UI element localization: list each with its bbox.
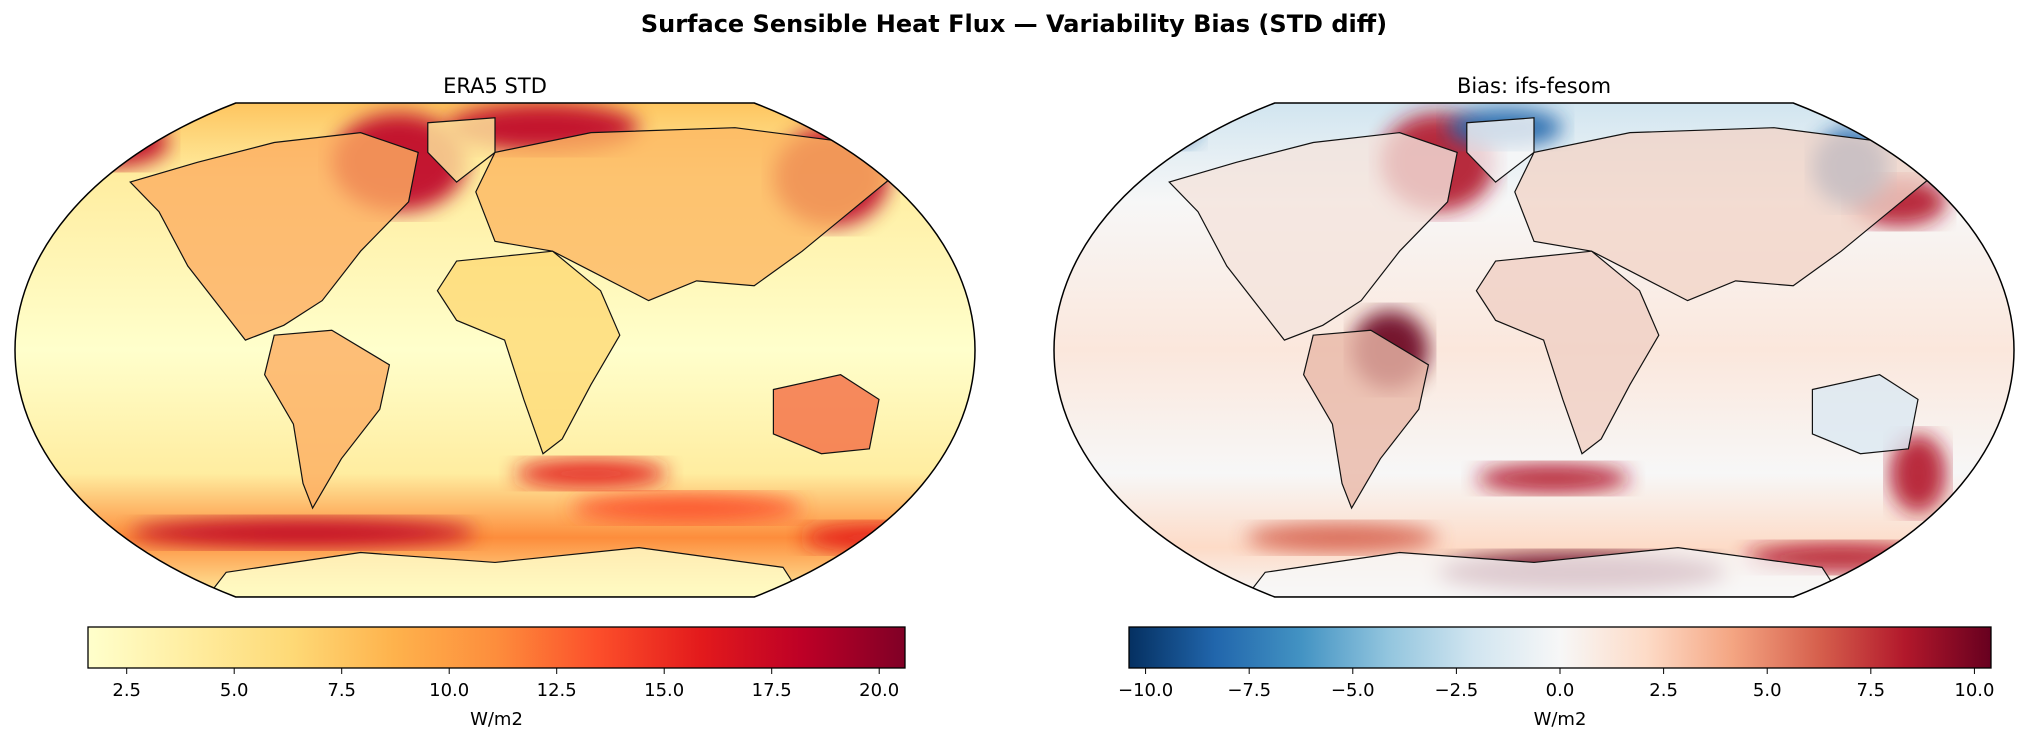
coastline-namerica	[129, 132, 419, 341]
right-panel-title: Bias: ifs-fesom	[1456, 74, 1612, 98]
field-anomaly	[130, 517, 476, 548]
coastline-africa	[436, 250, 621, 455]
coastline-eurasia	[475, 127, 900, 302]
map-boundary	[1053, 102, 2015, 598]
colorbar-1: −10.0 −7.5 −5.0 −2.5 0.0 2.5 5.0 7.5 10.0 W/m2	[1118, 626, 1994, 730]
coastline-africa	[1475, 250, 1660, 455]
coastline-samerica	[263, 329, 391, 510]
map-boundary	[14, 102, 976, 598]
field-anomaly	[514, 458, 668, 489]
colorbar-label: W/m2	[1534, 709, 1587, 730]
coastline-greenland	[1466, 117, 1535, 183]
colorbar-tick-label: 2.5	[1649, 680, 1678, 701]
coastline-samerica	[1302, 329, 1430, 510]
colorbar-tick-label: 5.0	[1753, 680, 1782, 701]
coastline-namerica	[1168, 132, 1458, 341]
map-panel-1	[1053, 102, 2015, 598]
colorbar-gradient	[1128, 626, 1992, 669]
map-panel-0	[14, 102, 976, 598]
left-panel-title: ERA5 STD	[443, 74, 547, 98]
colorbar-tick-label: 10.0	[429, 680, 469, 701]
colorbar-tick-label: −2.5	[1435, 680, 1479, 701]
colorbar-tick-label: 7.5	[1856, 680, 1885, 701]
colorbar-0: 2.5 5.0 7.5 10.0 12.5 15.0 17.5 20.0 W/m2	[87, 626, 906, 730]
coastline-australia	[772, 374, 880, 455]
colorbar-tick-label: 7.5	[327, 680, 356, 701]
field-anomaly	[1889, 433, 1947, 514]
colorbar-tick-label: 0.0	[1546, 680, 1575, 701]
colorbar-tick-label: −10.0	[1118, 680, 1173, 701]
colorbar-tick-label: −7.5	[1227, 680, 1271, 701]
coastline-antarctica	[1244, 546, 1843, 597]
colorbar-tick-label: 2.5	[112, 680, 141, 701]
colorbar-tick-label: 12.5	[537, 680, 577, 701]
colorbar-tick-label: 20.0	[859, 680, 899, 701]
figure-title: Surface Sensible Heat Flux — Variability…	[640, 10, 1388, 38]
coastline-greenland	[427, 117, 496, 183]
colorbar-tick-label: −5.0	[1331, 680, 1375, 701]
colorbar-tick-label: 15.0	[644, 680, 684, 701]
field-anomaly	[571, 493, 803, 523]
coastline-antarctica	[205, 546, 804, 597]
colorbar-gradient	[87, 626, 906, 669]
colorbar-tick-label: 5.0	[220, 680, 249, 701]
coastline-australia	[1811, 374, 1919, 455]
field-anomaly	[53, 117, 169, 168]
field-anomaly	[1476, 463, 1630, 494]
field-anomaly	[1102, 107, 1198, 148]
colorbar-label: W/m2	[470, 709, 523, 730]
field-anomaly	[1246, 522, 1438, 553]
colorbar-tick-label: 10.0	[1954, 680, 1994, 701]
coastline-eurasia	[1514, 127, 1939, 302]
colorbar-tick-label: 17.5	[752, 680, 792, 701]
